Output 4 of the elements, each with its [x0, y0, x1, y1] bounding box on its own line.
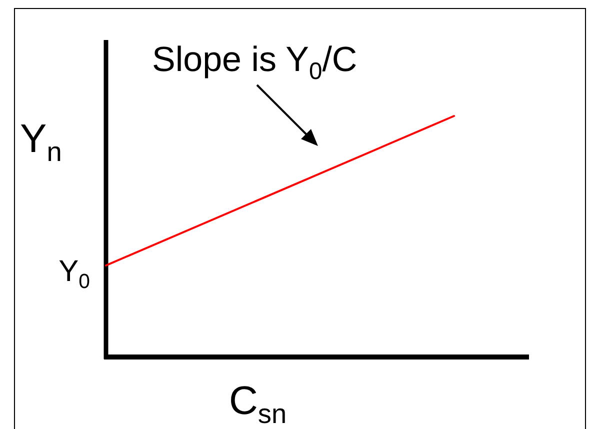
- text: Y$_{0}$: [58, 255, 90, 293]
- text: Slope is Y$_{0}$/C: [152, 40, 358, 85]
- x-axis-title: C$_{sn}$: [229, 379, 287, 429]
- y-axis-title: Y$_{n}$: [20, 117, 62, 167]
